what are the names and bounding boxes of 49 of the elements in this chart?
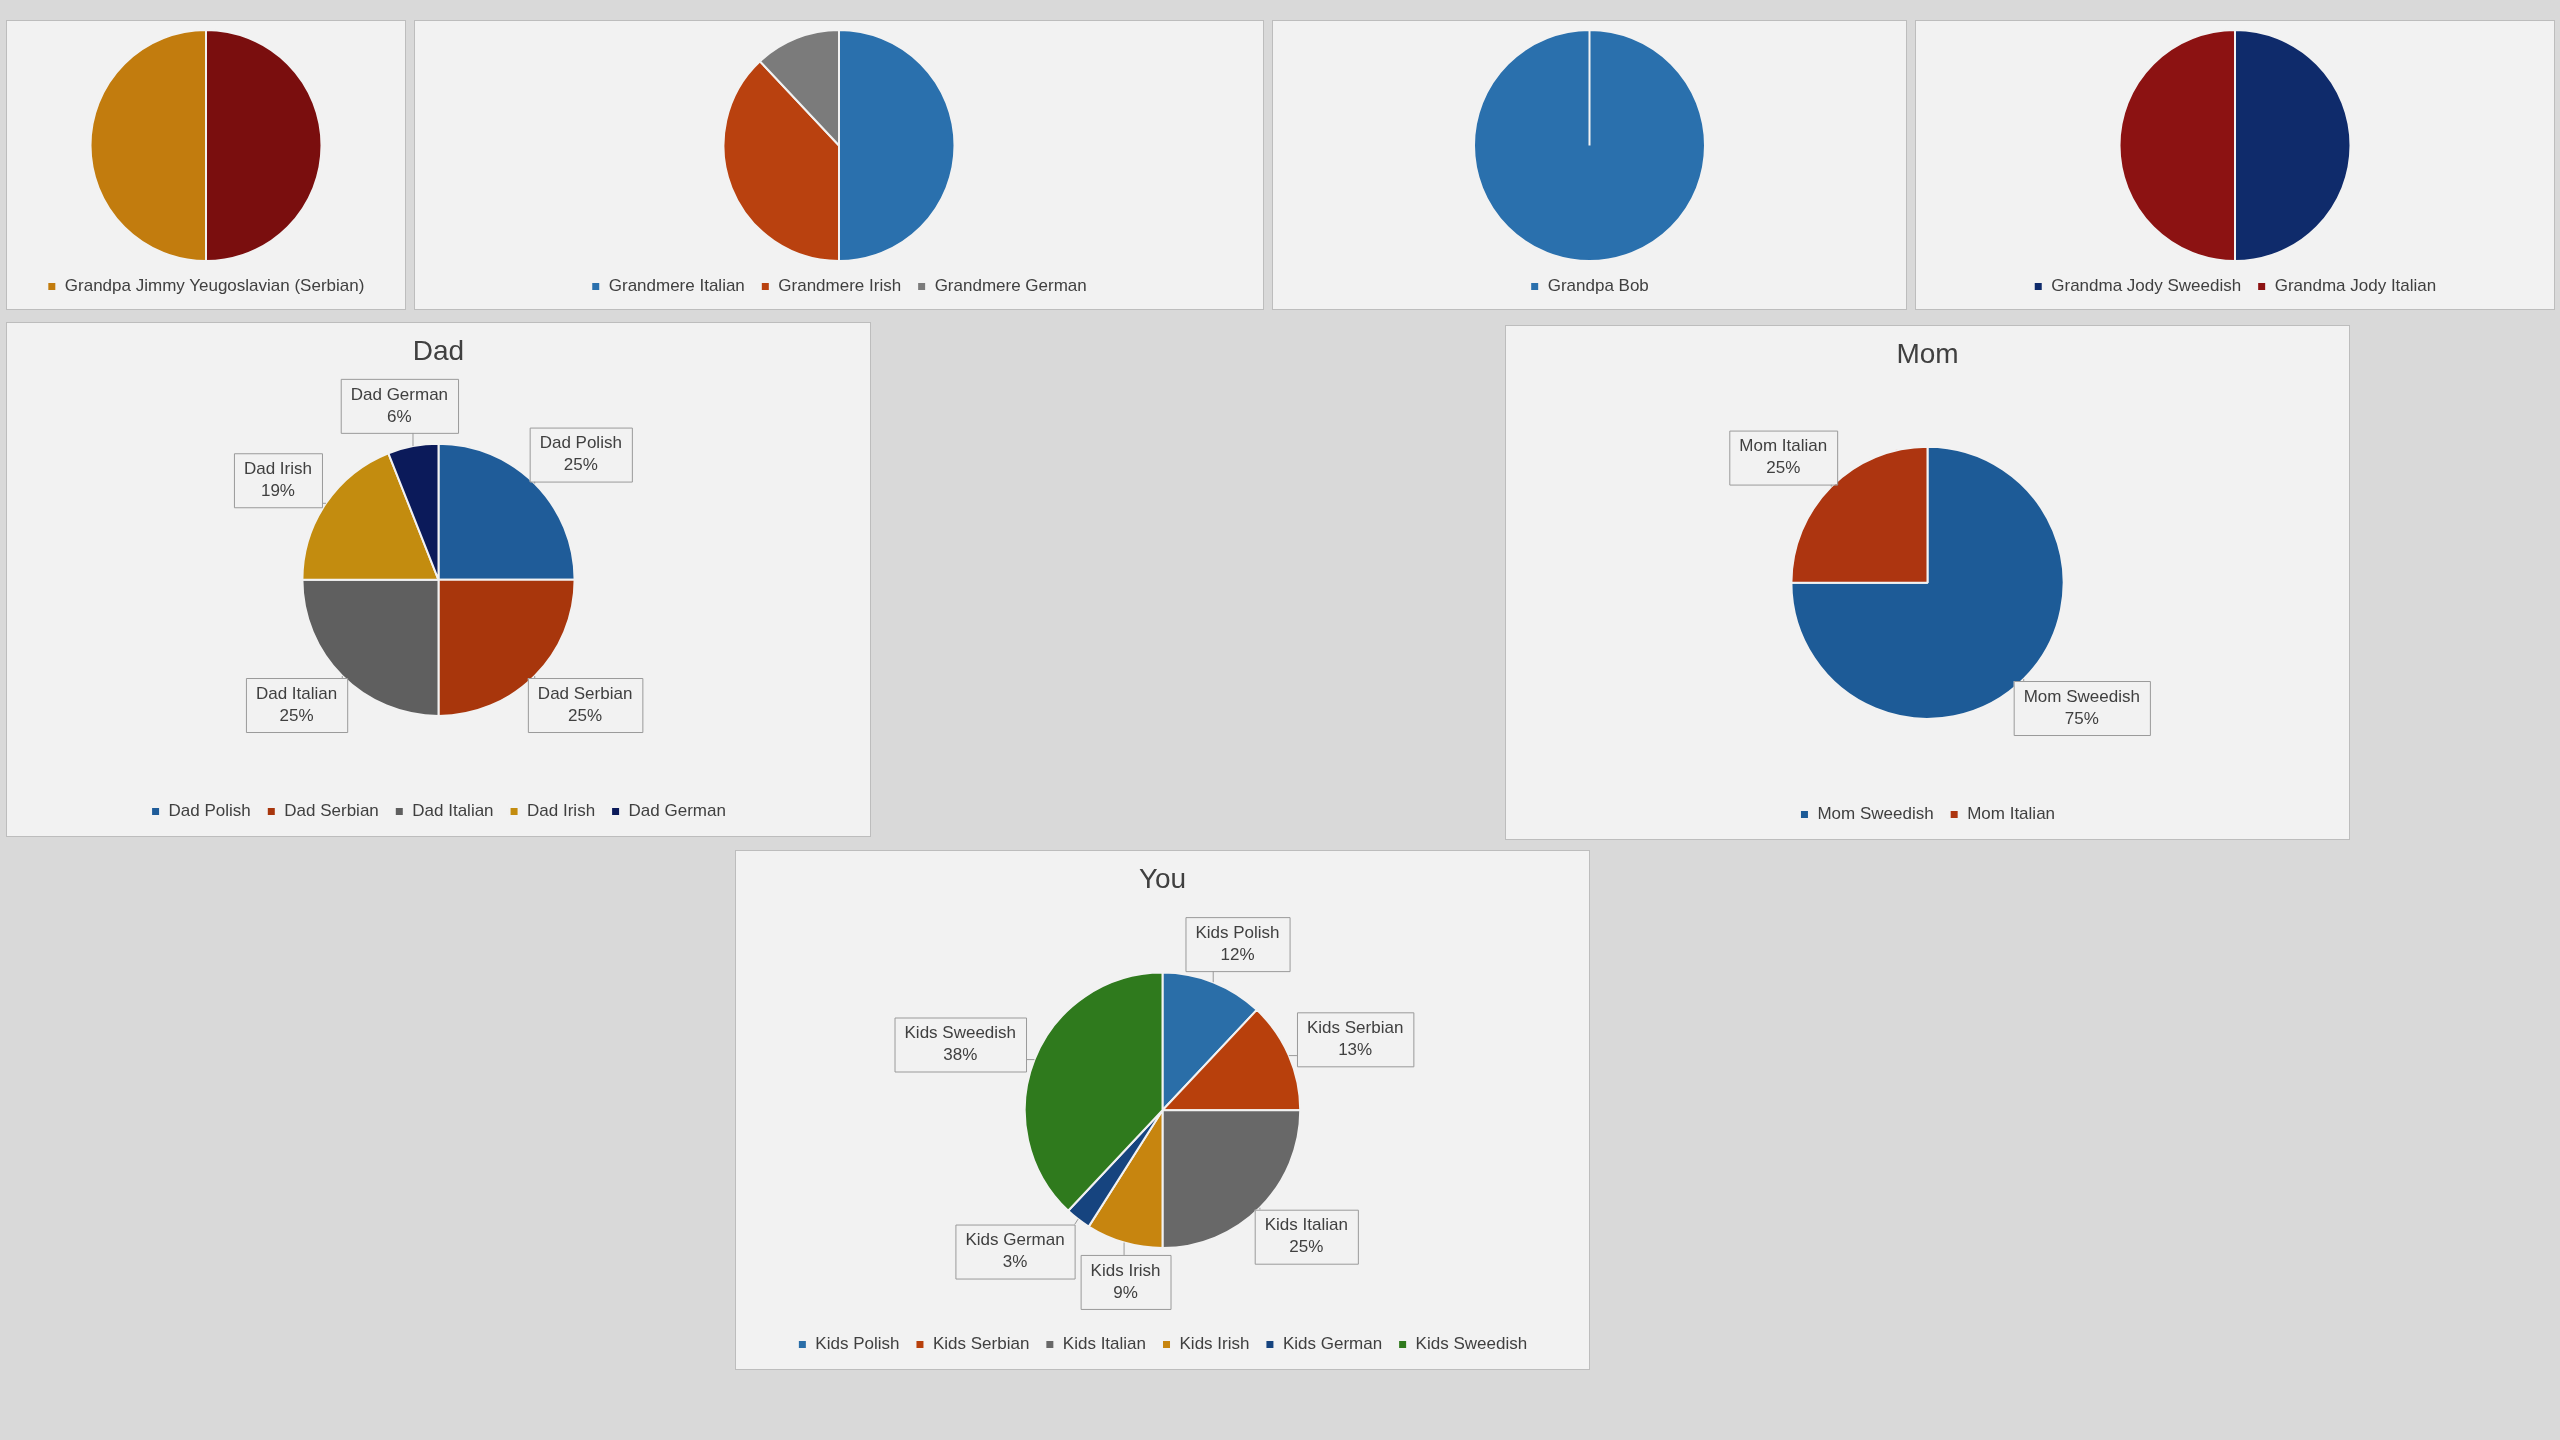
legend-label: Grandmere German [934, 276, 1087, 296]
slice-label: Dad Italian [255, 683, 338, 703]
legend-label: Kids German [1282, 1334, 1383, 1354]
legend-label: Grandma Jody Sweedish [2051, 276, 2242, 296]
data-label: 75% [2064, 708, 2099, 728]
data-label: 25% [279, 705, 314, 725]
data-label: 25% [563, 455, 598, 475]
data-label: 6% [387, 406, 412, 426]
data-label: 12% [1220, 944, 1255, 964]
slice-label: Kids German [965, 1230, 1065, 1250]
slice-label: Kids Serbian [1306, 1018, 1404, 1037]
data-label: 19% [260, 480, 295, 500]
legend-label: Dad Polish [168, 801, 251, 821]
slice-label: Dad Serbian [537, 683, 633, 703]
chart-title: Dad [412, 334, 465, 366]
slice-label: Kids Polish [1195, 922, 1280, 942]
data-label: 25% [1766, 458, 1801, 478]
slice-label: Dad German [350, 384, 449, 404]
slice-label: Dad Polish [539, 433, 622, 453]
legend-label: Grandpa Jimmy Yeugoslavian (Serbian) [64, 276, 365, 296]
legend-label: Kids Sweedish [1415, 1334, 1528, 1354]
legend-label: Grandmere Italian [608, 276, 745, 296]
legend-label: Mom Sweedish [1817, 804, 1934, 824]
legend-label: Dad Irish [527, 801, 596, 821]
legend-label: Kids Polish [815, 1334, 900, 1354]
slice-label: Kids Sweedish [904, 1023, 1017, 1043]
legend-label: Grandma Jody Italian [2274, 276, 2437, 296]
legend-label: Mom Italian [1967, 804, 2056, 824]
data-label: 38% [943, 1045, 978, 1065]
chart-title: Mom [1896, 337, 1959, 369]
legend-label: Dad Serbian [284, 801, 379, 821]
slice-label: Dad Irish [243, 458, 312, 478]
legend-label: Dad German [628, 801, 726, 821]
slice-label: Kids Irish [1090, 1260, 1161, 1280]
legend-label: Grandmere Irish [778, 276, 902, 296]
legend-label: Kids Serbian [932, 1334, 1030, 1354]
legend-label: Kids Irish [1179, 1334, 1250, 1354]
legend-label: Grandpa Bob [1547, 276, 1649, 296]
chart-title: You [1138, 862, 1187, 894]
data-label: 25% [568, 705, 603, 725]
legend-label: Kids Italian [1062, 1334, 1147, 1354]
data-label: 3% [1002, 1252, 1028, 1272]
legend-label: Dad Italian [412, 801, 494, 821]
slice-label: Kids Italian [1264, 1215, 1348, 1235]
slice-label: Mom Sweedish [2023, 686, 2140, 706]
data-label: 9% [1113, 1282, 1138, 1302]
slice-label: Mom Italian [1739, 436, 1828, 456]
data-label: 25% [1289, 1237, 1324, 1257]
data-label: 13% [1338, 1040, 1373, 1059]
